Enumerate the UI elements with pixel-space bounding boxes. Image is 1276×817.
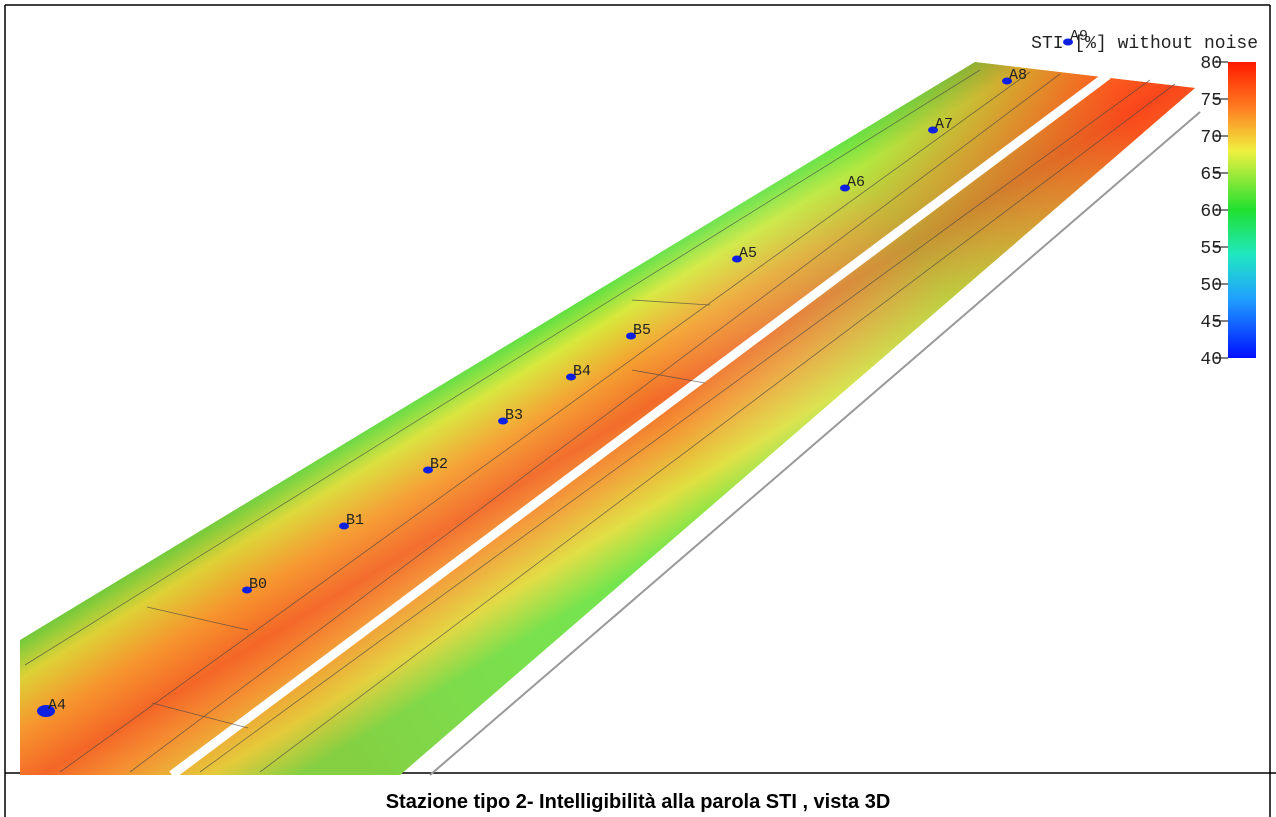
source-label: B3 — [505, 407, 523, 424]
colorbar — [1228, 62, 1256, 358]
colorbar-tick-label: 65 — [1200, 165, 1222, 185]
colorbar-tick-label: 75 — [1200, 91, 1222, 111]
source-label: B4 — [573, 363, 591, 380]
screen: STI [%] without noise 404550556065707580… — [0, 0, 1276, 817]
source-label: A6 — [847, 174, 865, 191]
source-label: B0 — [249, 576, 267, 593]
colorbar-tick-label: 55 — [1200, 239, 1222, 259]
surface — [20, 62, 1200, 775]
source-label: A8 — [1009, 67, 1027, 84]
source-label: B5 — [633, 322, 651, 339]
source-label: A5 — [739, 245, 757, 262]
source-label: A7 — [935, 116, 953, 133]
caption: Stazione tipo 2- Intelligibilità alla pa… — [386, 791, 891, 813]
source-label: B1 — [346, 512, 364, 529]
colorbar-tick-label: 40 — [1200, 350, 1222, 370]
colorbar-tick-label: 80 — [1200, 54, 1222, 74]
colorbar-tick-label: 50 — [1200, 276, 1222, 296]
colorbar-tick-label: 60 — [1200, 202, 1222, 222]
source-label: A4 — [48, 697, 66, 714]
source-label: B2 — [430, 456, 448, 473]
source-label: A9 — [1070, 28, 1088, 45]
colorbar-tick-label: 45 — [1200, 313, 1222, 333]
colorbar-tick-label: 70 — [1200, 128, 1222, 148]
